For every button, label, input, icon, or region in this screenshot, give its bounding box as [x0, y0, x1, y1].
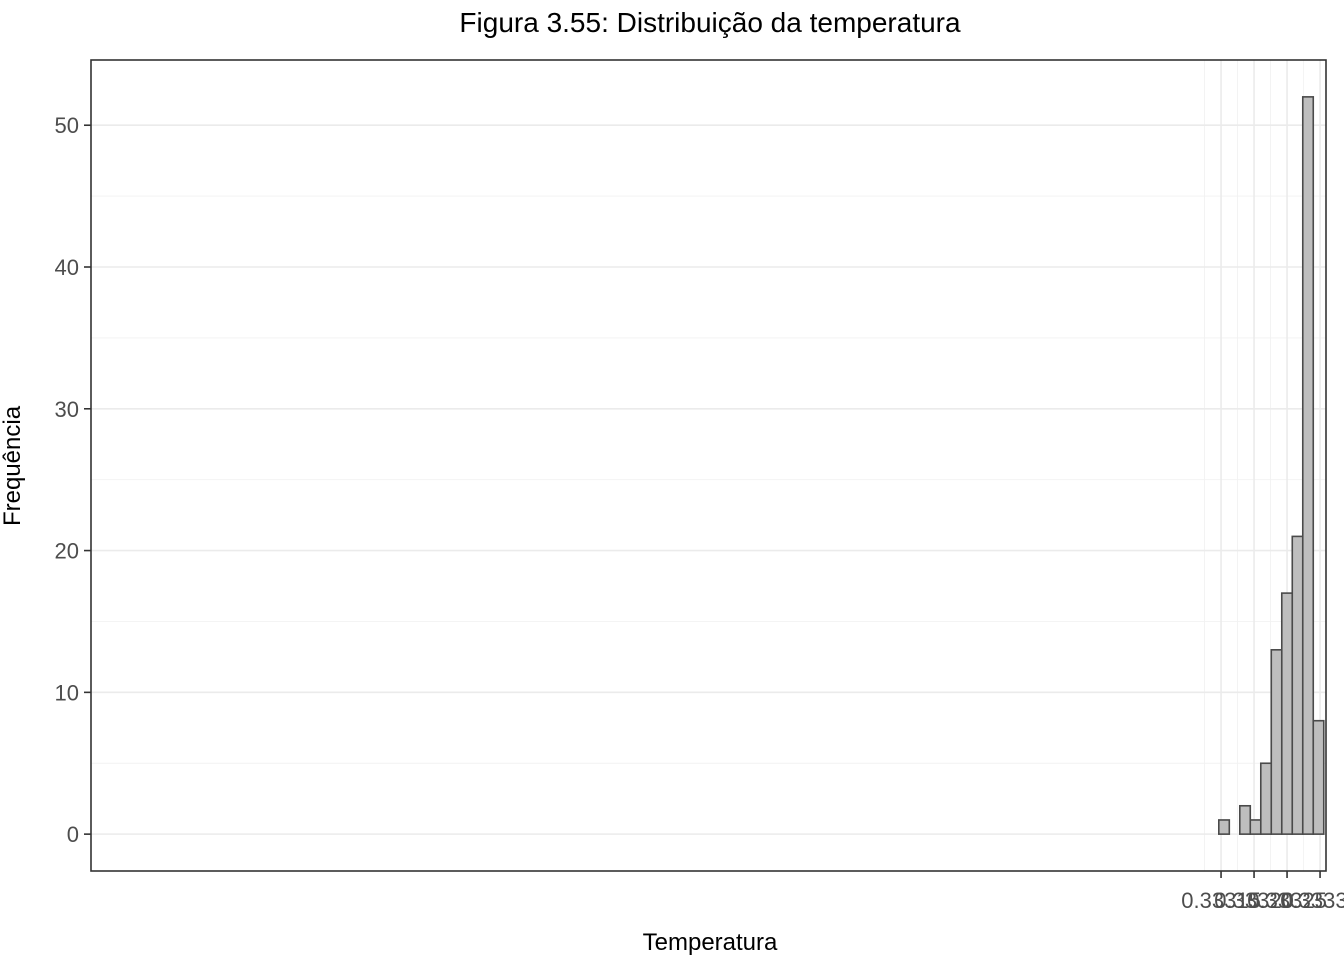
- y-tick-label: 30: [55, 397, 79, 422]
- x-tick-label: 0.33320: [1214, 888, 1294, 913]
- histogram-bar: [1312, 719, 1325, 835]
- x-axis-label: Temperatura: [643, 929, 778, 956]
- grid-lines: [91, 60, 1326, 871]
- y-axis-ticks: 0 10 20 30 40 50: [55, 113, 91, 847]
- histogram-bar: [1270, 649, 1283, 835]
- y-axis-label: Frequência: [0, 405, 26, 526]
- histogram-bar: [1218, 819, 1231, 835]
- histogram-bar: [1291, 535, 1304, 835]
- histogram-bar: [1280, 592, 1294, 835]
- histogram-bar: [1238, 804, 1252, 835]
- x-tick-label: 0.33325: [1247, 888, 1327, 913]
- histogram-bar: [1259, 762, 1273, 835]
- y-tick-label: 0: [67, 822, 79, 847]
- x-tick-label: 0.33315: [1181, 888, 1261, 913]
- histogram-bars: [1218, 96, 1325, 835]
- y-tick-label: 50: [55, 113, 79, 138]
- plot-panel-border: [90, 59, 1327, 872]
- y-tick-label: 10: [55, 680, 79, 705]
- y-tick-label: 40: [55, 255, 79, 280]
- histogram-bar: [1301, 96, 1315, 835]
- histogram-bar: [1249, 819, 1262, 835]
- chart-title: Figura 3.55: Distribuição da temperatura: [459, 7, 961, 38]
- y-tick-label: 20: [55, 539, 79, 564]
